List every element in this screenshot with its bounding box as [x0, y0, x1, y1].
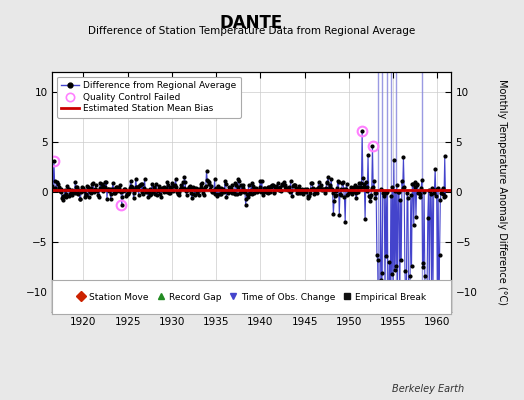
Legend: Station Move, Record Gap, Time of Obs. Change, Empirical Break: Station Move, Record Gap, Time of Obs. C… — [73, 289, 430, 305]
Text: DANTE: DANTE — [220, 14, 283, 32]
Legend: Difference from Regional Average, Quality Control Failed, Estimated Station Mean: Difference from Regional Average, Qualit… — [57, 76, 241, 118]
Y-axis label: Monthly Temperature Anomaly Difference (°C): Monthly Temperature Anomaly Difference (… — [497, 79, 507, 305]
Text: Difference of Station Temperature Data from Regional Average: Difference of Station Temperature Data f… — [88, 26, 415, 36]
Text: Berkeley Earth: Berkeley Earth — [391, 384, 464, 394]
